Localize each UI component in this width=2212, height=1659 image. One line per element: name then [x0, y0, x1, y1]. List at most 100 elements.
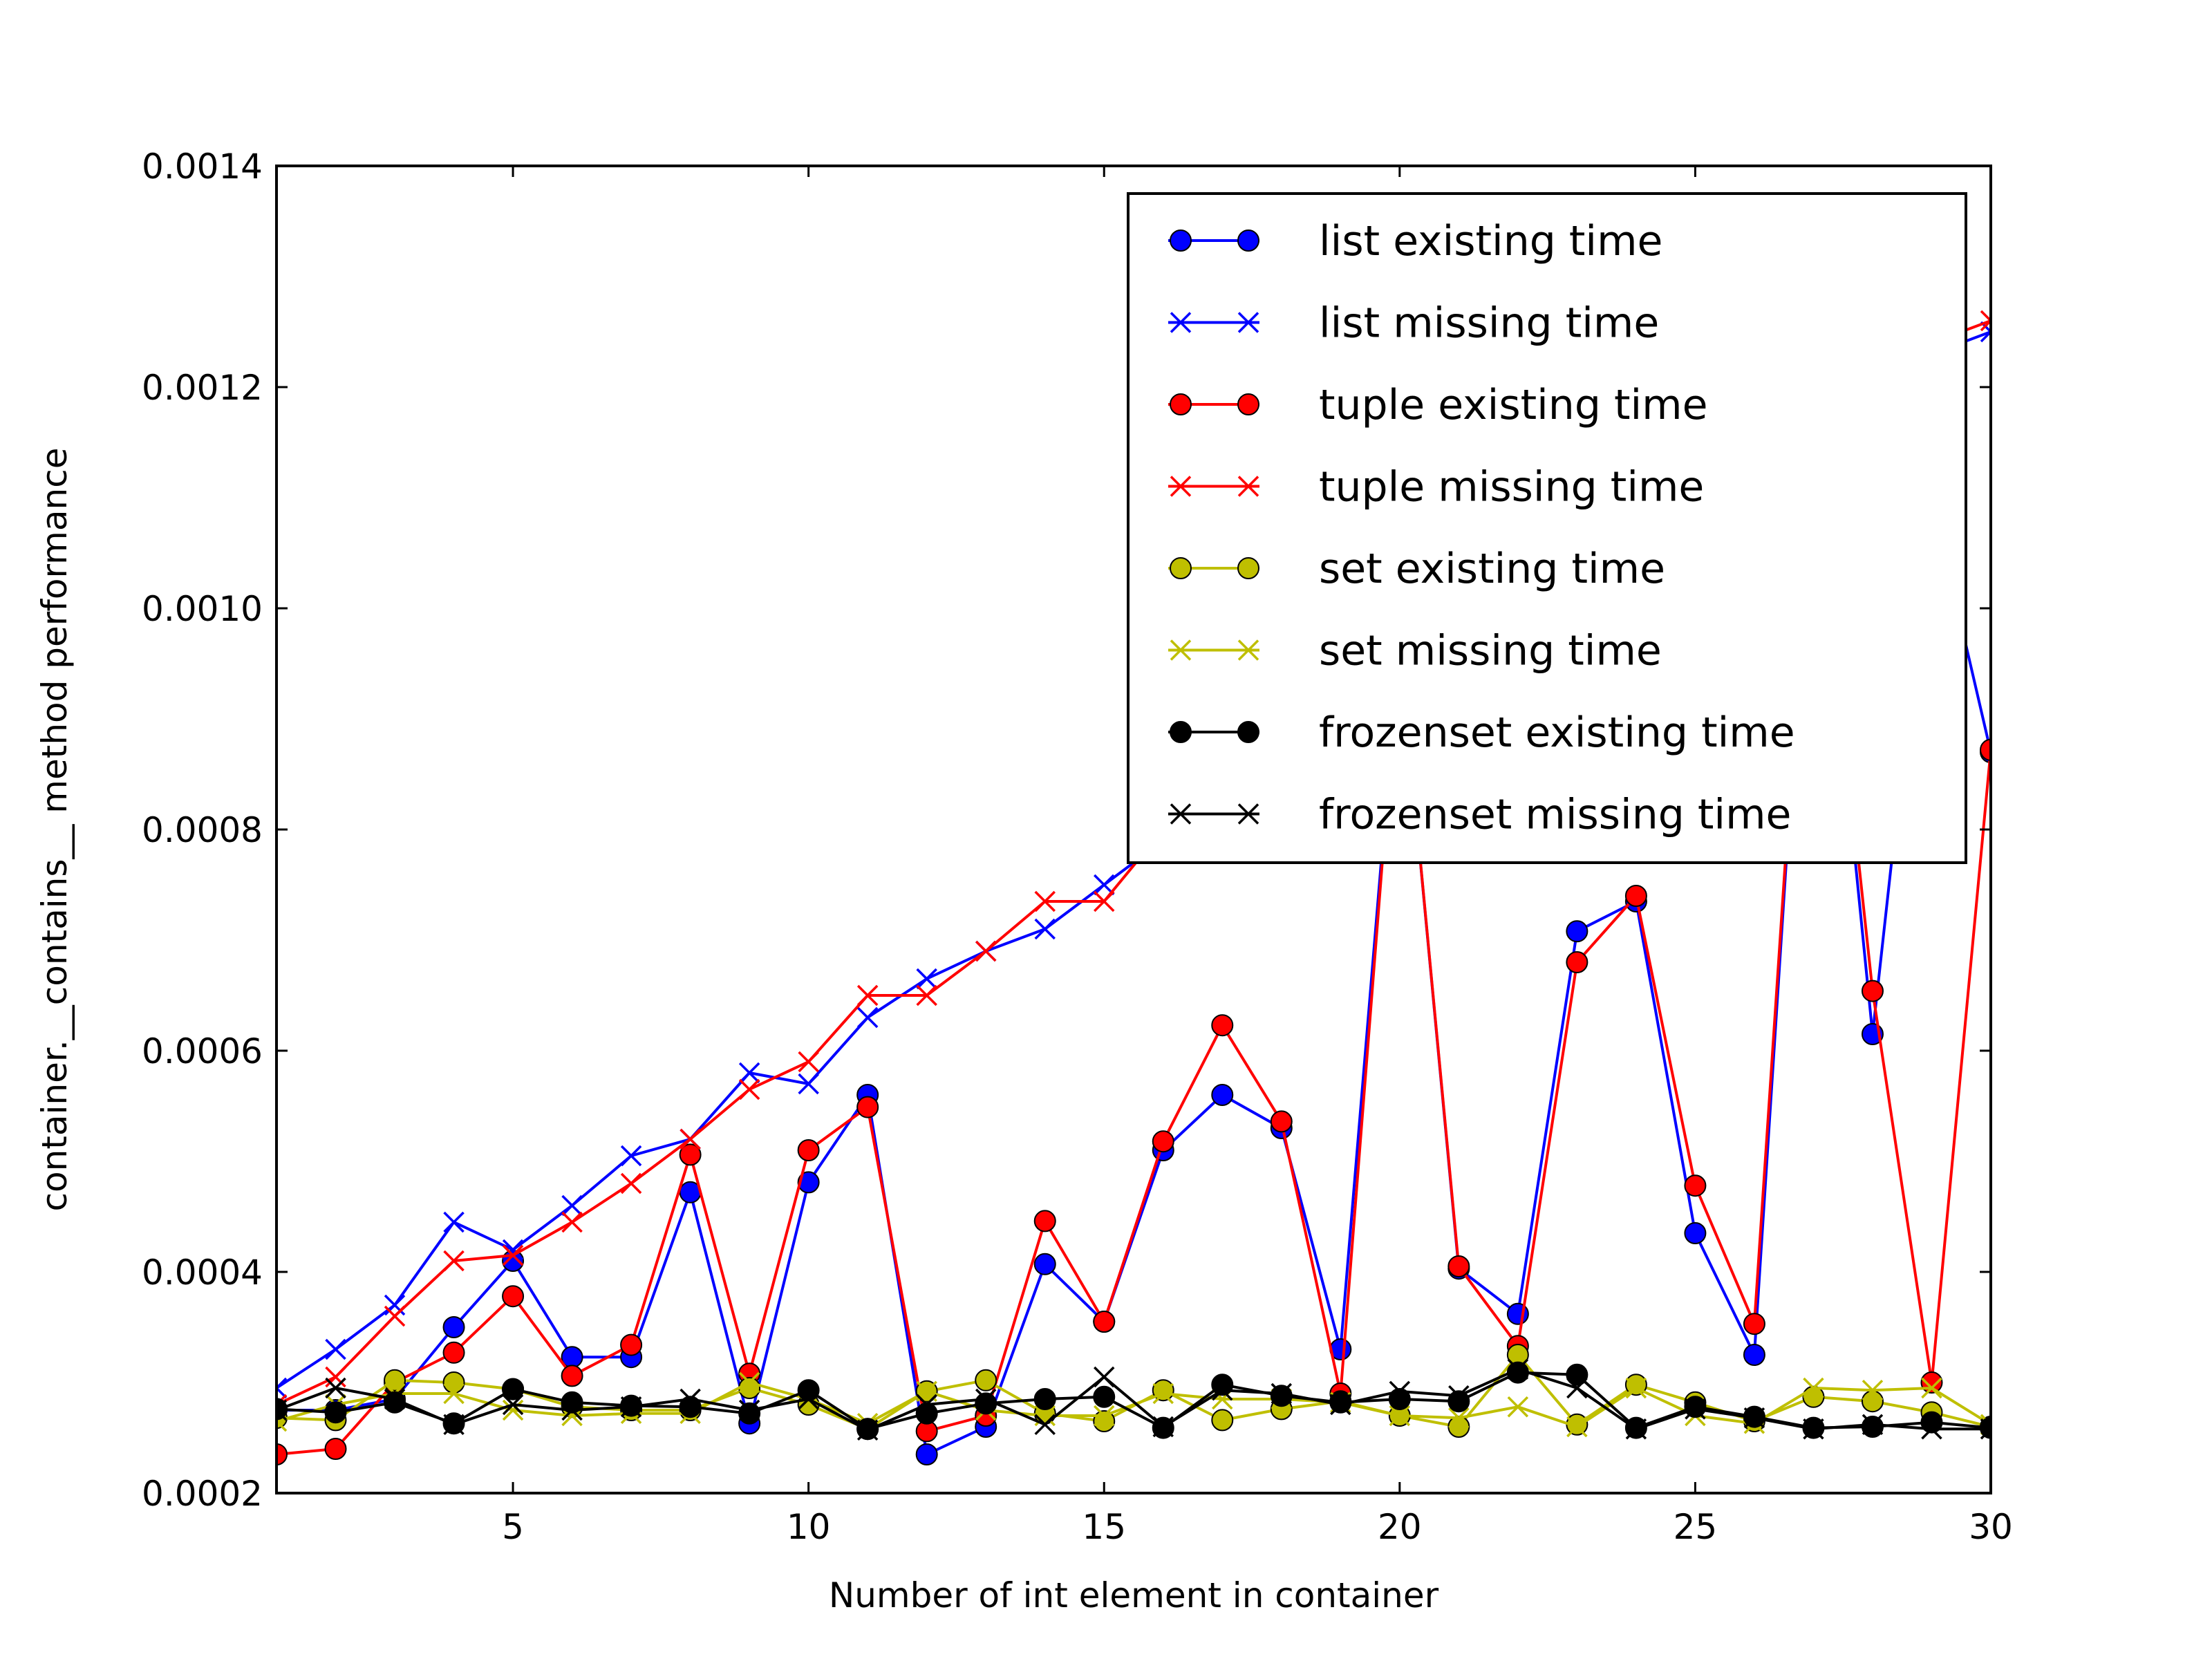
data-point-tuple-missing-time — [325, 1366, 346, 1388]
data-point-frozenset-missing-time — [561, 1399, 583, 1421]
legend-entry-tuple-missing-time: tuple missing time — [1168, 463, 1704, 512]
data-point-frozenset-missing-time — [916, 1394, 937, 1416]
data-point-list-missing-time — [620, 1145, 642, 1167]
tick-layer: 5 10 15 20 25 30 0.0002 0.0004 0.0006 0.0008 0.001… — [142, 147, 2013, 1547]
legend-label-list-existing-time: list existing time — [1319, 217, 1662, 265]
data-point-tuple-missing-time — [1094, 890, 1115, 912]
y-tick-label: 0.0004 — [142, 1253, 263, 1293]
data-point-list-missing-time — [443, 1211, 465, 1233]
legend-label-tuple-missing-time: tuple missing time — [1319, 463, 1704, 512]
data-point-tuple-missing-time — [384, 1305, 406, 1327]
data-point-tuple-existing-time — [1566, 951, 1588, 973]
data-point-frozenset-existing-time — [679, 1396, 702, 1418]
data-point-frozenset-missing-time — [384, 1388, 406, 1410]
x-tick-label: 25 — [1674, 1507, 1718, 1547]
legend-label-frozenset-missing-time: frozenset missing time — [1319, 791, 1791, 839]
data-point-set-existing-time — [442, 1371, 465, 1394]
data-point-frozenset-missing-time — [1034, 1414, 1056, 1436]
legend-marker-tuple-existing-time — [1237, 393, 1259, 415]
data-point-set-existing-time — [1861, 1390, 1884, 1413]
data-point-list-missing-time — [1034, 918, 1056, 940]
data-point-tuple-missing-time — [561, 1211, 583, 1233]
data-point-list-existing-time — [1743, 1344, 1765, 1366]
data-point-frozenset-missing-time — [276, 1399, 288, 1421]
y-tick-label: 0.0006 — [142, 1031, 263, 1071]
data-point-frozenset-missing-time — [798, 1388, 819, 1410]
y-tick-label: 0.0010 — [142, 589, 263, 629]
x-tick-label: 10 — [787, 1507, 831, 1547]
legend-entry-set-existing-time: set existing time — [1168, 545, 1665, 593]
data-point-tuple-missing-time — [738, 1078, 760, 1100]
data-point-frozenset-missing-time — [1389, 1380, 1411, 1403]
data-point-tuple-missing-time — [1980, 310, 1991, 332]
legend-entry-frozenset-missing-time: frozenset missing time — [1168, 791, 1791, 839]
data-point-tuple-existing-time — [1270, 1110, 1293, 1133]
series-frozenset-missing-time — [276, 1358, 1991, 1441]
data-point-set-existing-time — [975, 1369, 997, 1391]
data-point-tuple-missing-time — [443, 1250, 465, 1272]
legend-entries: list existing time list missing time tuple… — [1168, 217, 1795, 839]
data-point-frozenset-missing-time — [1921, 1418, 1942, 1440]
data-point-frozenset-missing-time — [1743, 1407, 1765, 1429]
data-point-set-missing-time — [1862, 1379, 1884, 1401]
data-point-list-existing-time — [797, 1171, 820, 1194]
data-point-tuple-existing-time — [620, 1333, 643, 1356]
data-point-list-missing-time — [798, 1073, 819, 1095]
data-point-tuple-existing-time — [1211, 1014, 1234, 1037]
legend-marker-frozenset-existing-time — [1237, 721, 1259, 743]
data-point-list-missing-time — [738, 1062, 760, 1084]
data-point-frozenset-existing-time — [1093, 1385, 1116, 1408]
series-line-frozenset-missing-time — [276, 1367, 1991, 1432]
data-point-set-existing-time — [738, 1377, 761, 1399]
data-point-frozenset-missing-time — [1271, 1382, 1293, 1405]
data-point-frozenset-existing-time — [1861, 1416, 1884, 1438]
data-point-set-missing-time — [1094, 1405, 1115, 1427]
legend-marker-set-missing-time — [1237, 639, 1259, 661]
data-point-set-missing-time — [443, 1382, 465, 1405]
data-point-tuple-existing-time — [856, 1096, 879, 1118]
data-point-frozenset-missing-time — [1152, 1416, 1174, 1438]
data-point-frozenset-missing-time — [1980, 1418, 1991, 1440]
legend-marker-frozenset-existing-time — [1170, 721, 1192, 743]
legend-entry-set-missing-time: set missing time — [1168, 627, 1662, 675]
data-point-list-missing-time — [856, 1006, 879, 1029]
legend-label-frozenset-existing-time: frozenset existing time — [1319, 709, 1795, 757]
legend-label-tuple-existing-time: tuple existing time — [1319, 381, 1708, 429]
legend-box — [1127, 192, 1967, 864]
data-point-set-missing-time — [1566, 1416, 1588, 1438]
data-point-tuple-missing-time — [798, 1051, 819, 1073]
data-point-frozenset-existing-time — [561, 1391, 583, 1414]
data-point-tuple-existing-time — [442, 1341, 465, 1364]
plot-frame — [275, 165, 1992, 1494]
data-point-frozenset-missing-time — [1507, 1358, 1529, 1380]
legend-marker-tuple-missing-time — [1170, 476, 1192, 497]
data-point-tuple-existing-time — [324, 1438, 347, 1460]
y-tick-label: 0.0012 — [142, 368, 263, 408]
legend-marker-set-existing-time — [1237, 557, 1259, 579]
y-axis-title: container.__contains__ method performanc… — [35, 448, 75, 1212]
legend-label-set-existing-time: set existing time — [1319, 545, 1665, 593]
legend-label-list-missing-time: list missing time — [1319, 299, 1659, 348]
data-point-frozenset-missing-time — [1862, 1414, 1884, 1436]
data-point-list-missing-time — [1980, 321, 1991, 343]
data-point-tuple-existing-time — [276, 1443, 288, 1465]
data-point-set-missing-time — [502, 1399, 524, 1421]
data-point-frozenset-existing-time — [1566, 1363, 1588, 1386]
data-point-set-existing-time — [384, 1369, 406, 1391]
data-point-frozenset-missing-time — [443, 1414, 465, 1436]
y-tick-label: 0.0008 — [142, 810, 263, 850]
data-point-frozenset-missing-time — [1448, 1385, 1470, 1407]
data-point-tuple-missing-time — [620, 1172, 642, 1194]
data-point-list-existing-time — [1684, 1222, 1707, 1244]
data-point-list-existing-time — [442, 1316, 465, 1338]
legend-marker-set-existing-time — [1170, 557, 1192, 579]
data-point-set-missing-time — [1803, 1377, 1824, 1399]
data-point-frozenset-missing-time — [1803, 1418, 1824, 1440]
data-point-list-missing-time — [561, 1194, 583, 1217]
x-tick-label: 15 — [1082, 1507, 1126, 1547]
data-point-frozenset-missing-time — [325, 1377, 346, 1399]
legend-marker-tuple-existing-time — [1170, 393, 1192, 415]
legend-entry-frozenset-existing-time: frozenset existing time — [1168, 709, 1795, 757]
data-point-tuple-missing-time — [916, 984, 937, 1006]
